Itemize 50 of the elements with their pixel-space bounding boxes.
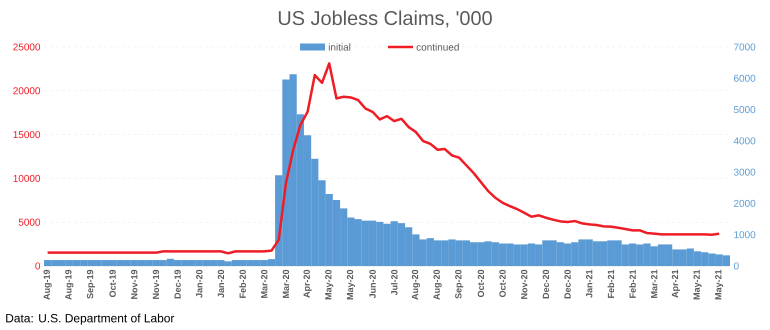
x-tick-label: Nov-20	[521, 270, 528, 299]
y-tick-label: 5000	[18, 218, 40, 226]
y2-tick-label: 2000	[734, 200, 756, 207]
y-tick-label: 10000	[14, 174, 40, 182]
y2-tick-label: 4000	[734, 137, 756, 144]
x-tick-label: Sep-19	[86, 270, 95, 299]
x-tick-label: Mar-20	[282, 270, 290, 298]
y2-tick-label: 0	[734, 262, 739, 270]
x-tick-label: Nov-19	[152, 270, 160, 299]
x-tick-label: Feb-21	[629, 270, 636, 298]
x-tick-label: Mar-20	[261, 270, 268, 298]
y2-tick-label: 1000	[734, 231, 756, 238]
x-tick-label: Oct-20	[499, 270, 506, 298]
x-tick-label: Apr-21	[672, 270, 680, 298]
x-tick-label: May-21	[693, 270, 702, 300]
x-tick-label: May-21	[715, 270, 724, 300]
legend-label: continued	[416, 43, 459, 51]
x-tick-label: Sep-20	[455, 270, 464, 299]
x-tick-label: Dec-20	[564, 270, 571, 298]
x-tick-label: Aug-20	[433, 270, 442, 300]
x-tick-label: Apr-20	[304, 270, 312, 298]
x-tick-label: Dec-20	[542, 270, 550, 298]
x-tick-label: Aug-19	[44, 270, 52, 300]
x-tick-label: Feb-20	[239, 270, 246, 298]
y2-tick-label: 3000	[734, 168, 756, 176]
x-tick-label: Feb-21	[608, 270, 614, 298]
text: Data: U.S. Department of Labor	[6, 314, 174, 325]
x-tick-label: Jun-20	[369, 270, 376, 298]
chart-title: US Jobless Claims, '000	[278, 10, 492, 28]
x-tick-label: Aug-19	[65, 270, 74, 300]
y-tick-label: 0	[35, 262, 40, 270]
x-tick-label: May-20	[325, 270, 334, 300]
y-tick-label: 25000	[13, 43, 40, 51]
x-tick-label: Nov-19	[131, 270, 138, 299]
y2-tick-label: 6000	[734, 74, 756, 82]
x-tick-label: Mar-21	[651, 270, 658, 298]
x-tick-label: Jan-20	[196, 270, 202, 298]
x-tick-label: Dec-19	[174, 270, 181, 298]
x-tick-label: Jan-21	[586, 270, 592, 298]
x-tick-label: May-20	[346, 270, 355, 300]
x-tick-label: Aug-20	[412, 270, 420, 300]
x-tick-label: Jul-20	[390, 270, 398, 296]
y-tick-label: 20000	[13, 87, 40, 94]
legend-label: initial	[328, 43, 350, 51]
x-tick-label: Oct-19	[109, 270, 116, 298]
x-tick-label: Oct-20	[478, 270, 484, 298]
y-tick-label: 15000	[14, 131, 40, 138]
y2-tick-label: 5000	[734, 106, 756, 114]
x-tick-label: Jan-20	[218, 270, 224, 298]
y2-tick-label: 7000	[734, 43, 756, 51]
